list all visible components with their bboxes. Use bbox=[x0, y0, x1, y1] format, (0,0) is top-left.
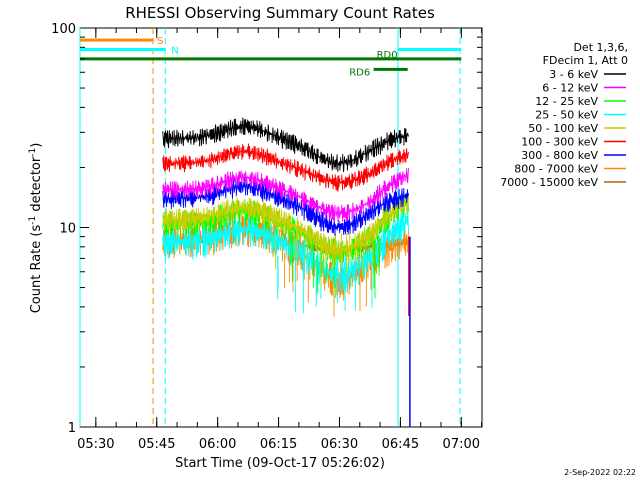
legend-label: 100 - 300 keV bbox=[521, 136, 598, 149]
legend-label: 6 - 12 keV bbox=[542, 82, 598, 95]
legend-label: 7000 - 15000 keV bbox=[500, 176, 598, 189]
series-line bbox=[162, 117, 409, 172]
footer-date: 2-Sep-2022 02:22 bbox=[564, 468, 636, 477]
x-tick-label: 06:30 bbox=[321, 437, 358, 452]
legend-label: 25 - 50 keV bbox=[535, 109, 598, 122]
y-axis-label-close: ) bbox=[29, 143, 44, 148]
x-axis-label: Start Time (09-Oct-17 05:26:02) bbox=[175, 456, 385, 471]
legend-label: 300 - 800 keV bbox=[521, 149, 598, 162]
x-tick-label: 05:45 bbox=[138, 437, 175, 452]
series-line bbox=[162, 167, 409, 223]
series-line bbox=[162, 191, 409, 287]
y-tick-label: 1 bbox=[68, 421, 76, 436]
y-axis-label-main: Count Rate (s bbox=[29, 225, 44, 314]
flag-label-rd0: RD0 bbox=[377, 50, 398, 61]
x-tick-label: 06:15 bbox=[260, 437, 297, 452]
x-tick-label: 05:30 bbox=[77, 437, 114, 452]
flag-label-n: N bbox=[171, 46, 178, 57]
x-tick-label: 07:00 bbox=[443, 437, 480, 452]
series-line bbox=[162, 143, 409, 192]
y-axis-label-sup: -1 bbox=[28, 216, 38, 225]
chart-title: RHESSI Observing Summary Count Rates bbox=[125, 4, 435, 22]
legend-header-2: FDecim 1, Att 0 bbox=[543, 54, 628, 67]
flag-label-s: S bbox=[157, 36, 163, 47]
legend-label: 800 - 7000 keV bbox=[514, 163, 598, 176]
y-axis: 1 10 100 bbox=[51, 22, 482, 436]
y-tick-label: 10 bbox=[59, 222, 76, 237]
legend-header-1: Det 1,3,6, bbox=[573, 41, 628, 54]
y-axis-label-sup2: -1 bbox=[28, 148, 38, 157]
y-axis-label-tail: detector bbox=[29, 156, 44, 216]
flag-bars: SN RD0 RD6 bbox=[80, 36, 462, 78]
x-axis: 05:30 05:45 06:00 06:15 06:30 06:45 07:00 bbox=[77, 28, 483, 452]
legend-label: 3 - 6 keV bbox=[549, 68, 598, 81]
y-tick-label: 100 bbox=[51, 22, 76, 37]
x-tick-label: 06:00 bbox=[199, 437, 236, 452]
plot-area: SN RD0 RD6 bbox=[79, 27, 483, 428]
legend-label: 50 - 100 keV bbox=[528, 122, 598, 135]
series-layer bbox=[162, 117, 411, 427]
flag-label-rd6: RD6 bbox=[349, 67, 370, 78]
series-line bbox=[162, 177, 409, 237]
x-tick-label: 06:45 bbox=[382, 437, 419, 452]
y-axis-label: Count Rate (s-1 detector-1) bbox=[28, 143, 44, 314]
legend-label: 12 - 25 keV bbox=[535, 95, 598, 108]
